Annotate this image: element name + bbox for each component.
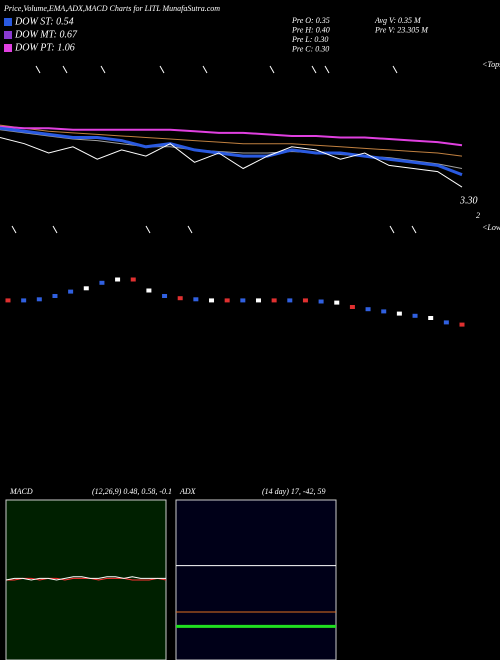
legend-label: DOW ST: 0.54 xyxy=(14,16,74,27)
candle xyxy=(396,311,402,316)
panel-title: MACD xyxy=(9,487,33,496)
panel-title: ADX xyxy=(179,487,197,496)
candle xyxy=(287,298,293,303)
candle xyxy=(334,300,340,305)
top-marker xyxy=(324,65,330,74)
candle xyxy=(162,294,168,298)
candle xyxy=(52,294,58,298)
candle xyxy=(224,298,230,303)
series-line xyxy=(0,137,463,188)
legend-swatch xyxy=(4,44,12,52)
candle xyxy=(271,298,277,303)
series-line xyxy=(0,124,463,157)
candle xyxy=(146,288,152,293)
candle xyxy=(68,289,74,294)
panel-subtitle: (14 day) 17, -42, 59 xyxy=(262,487,326,496)
candle xyxy=(302,298,308,303)
candle xyxy=(193,297,199,302)
axis-label: 2 xyxy=(476,211,480,220)
low-marker xyxy=(389,225,395,234)
candle xyxy=(21,298,27,303)
candle xyxy=(459,322,465,327)
panel-subtitle: (12,26,9) 0.48, 0.58, -0.1 xyxy=(92,487,172,496)
top-marker xyxy=(62,65,68,74)
legend-label: DOW MT: 0.67 xyxy=(14,29,78,40)
info-text: Pre O: 0.35 xyxy=(291,16,330,25)
low-marker xyxy=(11,225,17,234)
candle xyxy=(177,296,183,301)
top-marker xyxy=(35,65,41,74)
candle xyxy=(381,309,387,314)
info-text: Pre H: 0.40 xyxy=(291,25,330,34)
info-text: Pre L: 0.30 xyxy=(291,35,328,44)
candle xyxy=(209,298,215,303)
top-marker xyxy=(159,65,165,74)
series-line xyxy=(6,577,167,581)
page-title: Price,Volume,EMA,ADX,MACD Charts for LIT… xyxy=(3,4,220,13)
series-line xyxy=(5,576,166,581)
candle xyxy=(255,298,261,303)
lows-label: <Lows xyxy=(482,223,500,232)
candle xyxy=(83,286,89,291)
candle xyxy=(349,305,355,309)
low-marker xyxy=(411,225,417,234)
top-marker xyxy=(392,65,398,74)
info-text: Avg V: 0.35 M xyxy=(374,16,422,25)
panel-bg xyxy=(175,499,337,660)
candle xyxy=(365,307,371,312)
candle xyxy=(443,320,449,325)
low-marker xyxy=(52,225,58,234)
candle xyxy=(115,277,121,282)
tops-label: <Tops xyxy=(482,60,500,69)
low-marker xyxy=(187,225,193,234)
top-marker xyxy=(202,65,208,74)
candle xyxy=(428,316,434,320)
info-text: Pre V: 23.305 M xyxy=(374,25,429,34)
candle xyxy=(412,313,418,318)
candle xyxy=(130,277,136,282)
info-text: Pre C: 0.30 xyxy=(291,44,329,53)
series-line xyxy=(0,126,463,177)
series-line xyxy=(0,125,463,147)
price-label: 3.30 xyxy=(459,195,478,206)
candle xyxy=(36,297,42,302)
legend-label: DOW PT: 1.06 xyxy=(14,42,75,53)
candle xyxy=(99,280,105,285)
top-marker xyxy=(311,65,317,74)
candle xyxy=(5,298,11,303)
top-marker xyxy=(269,65,275,74)
top-marker xyxy=(100,65,106,74)
low-marker xyxy=(145,225,151,234)
legend-swatch xyxy=(4,18,12,26)
legend-swatch xyxy=(4,31,12,39)
candle xyxy=(318,299,324,304)
candle xyxy=(240,298,246,303)
